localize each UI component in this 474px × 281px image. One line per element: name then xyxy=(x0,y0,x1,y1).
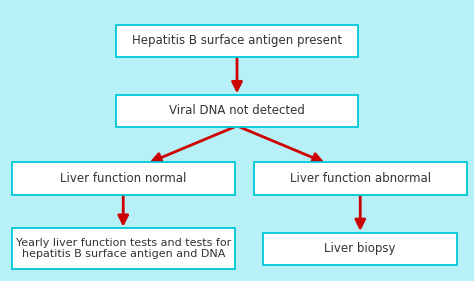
FancyBboxPatch shape xyxy=(263,233,457,265)
FancyBboxPatch shape xyxy=(12,228,235,269)
Text: Liver function normal: Liver function normal xyxy=(60,172,186,185)
FancyBboxPatch shape xyxy=(254,162,467,194)
Text: Yearly liver function tests and tests for
hepatitis B surface antigen and DNA: Yearly liver function tests and tests fo… xyxy=(16,238,231,259)
FancyBboxPatch shape xyxy=(116,95,358,127)
FancyBboxPatch shape xyxy=(116,25,358,57)
Text: Hepatitis B surface antigen present: Hepatitis B surface antigen present xyxy=(132,34,342,47)
Text: Liver biopsy: Liver biopsy xyxy=(325,242,396,255)
FancyBboxPatch shape xyxy=(12,162,235,194)
Text: Viral DNA not detected: Viral DNA not detected xyxy=(169,105,305,117)
Text: Liver function abnormal: Liver function abnormal xyxy=(290,172,431,185)
